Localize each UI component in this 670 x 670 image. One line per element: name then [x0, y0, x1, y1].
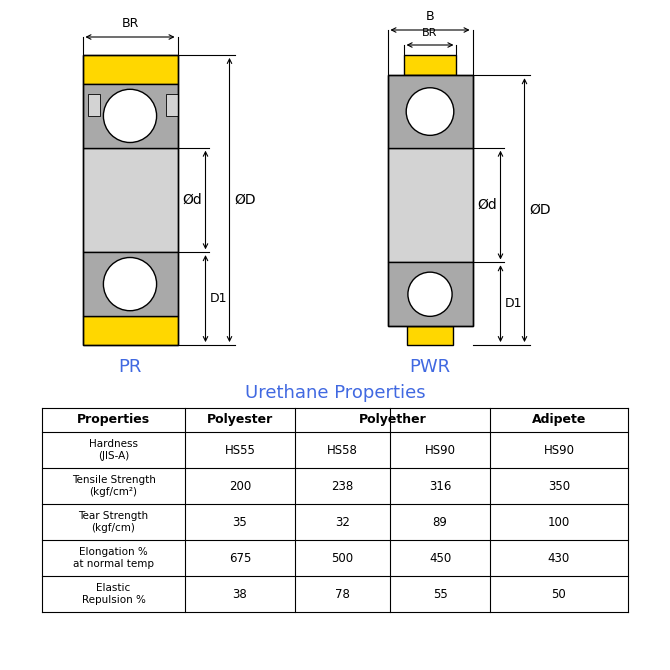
Text: HS90: HS90 — [425, 444, 456, 456]
Text: D1: D1 — [210, 292, 227, 305]
Text: 238: 238 — [332, 480, 354, 492]
Bar — [82, 148, 178, 252]
Text: 430: 430 — [548, 551, 570, 565]
Bar — [387, 75, 472, 148]
Bar — [166, 94, 178, 116]
Text: 100: 100 — [548, 515, 570, 529]
Bar — [82, 55, 178, 345]
Text: 500: 500 — [332, 551, 354, 565]
Bar — [387, 75, 472, 326]
Text: Tensile Strength
(kgf/cm²): Tensile Strength (kgf/cm²) — [72, 475, 155, 496]
Bar — [403, 55, 456, 75]
Text: 50: 50 — [551, 588, 566, 600]
Text: ØD: ØD — [529, 203, 551, 217]
Text: 78: 78 — [335, 588, 350, 600]
Text: BR: BR — [121, 17, 139, 30]
Text: Ød: Ød — [183, 193, 202, 207]
Text: Polyether: Polyether — [358, 413, 426, 427]
Text: 350: 350 — [548, 480, 570, 492]
Text: 89: 89 — [433, 515, 448, 529]
Text: Elongation %
at normal temp: Elongation % at normal temp — [73, 547, 154, 569]
Text: Hardness
(JIS-A): Hardness (JIS-A) — [89, 440, 138, 461]
Text: Elastic
Repulsion %: Elastic Repulsion % — [82, 583, 145, 605]
Text: HS58: HS58 — [327, 444, 358, 456]
Text: 32: 32 — [335, 515, 350, 529]
Circle shape — [103, 257, 157, 311]
Bar — [82, 84, 178, 148]
Text: 35: 35 — [232, 515, 247, 529]
Text: 38: 38 — [232, 588, 247, 600]
Text: HS55: HS55 — [224, 444, 255, 456]
Bar — [387, 148, 472, 263]
Text: 55: 55 — [433, 588, 448, 600]
Bar — [407, 326, 454, 345]
Text: BR: BR — [422, 28, 438, 38]
Circle shape — [406, 88, 454, 135]
Bar — [387, 263, 472, 326]
Text: B: B — [425, 10, 434, 23]
Text: PWR: PWR — [409, 358, 450, 376]
Text: Tear Strength
(kgf/cm): Tear Strength (kgf/cm) — [78, 511, 149, 533]
Text: Ød: Ød — [478, 198, 498, 212]
Text: Properties: Properties — [77, 413, 150, 427]
Text: Urethane Properties: Urethane Properties — [245, 384, 425, 402]
Bar — [82, 55, 178, 84]
Text: 450: 450 — [429, 551, 451, 565]
Circle shape — [408, 272, 452, 316]
Bar — [82, 252, 178, 316]
Text: 675: 675 — [229, 551, 251, 565]
Circle shape — [103, 89, 157, 143]
Bar — [88, 94, 100, 116]
Text: 200: 200 — [229, 480, 251, 492]
Text: HS90: HS90 — [543, 444, 574, 456]
Text: PR: PR — [119, 358, 141, 376]
Text: ØD: ØD — [234, 193, 256, 207]
Text: 316: 316 — [429, 480, 451, 492]
Text: D1: D1 — [505, 297, 522, 310]
Text: Polyester: Polyester — [207, 413, 273, 427]
Bar — [82, 316, 178, 345]
Text: Adipete: Adipete — [532, 413, 586, 427]
